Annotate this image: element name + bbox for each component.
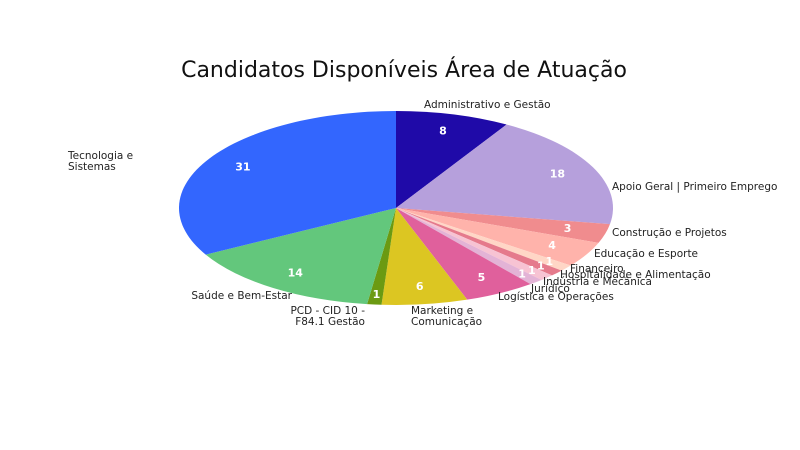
pie-slice xyxy=(396,208,562,276)
pie-slice xyxy=(396,208,571,271)
pie-slice xyxy=(396,124,613,225)
category-label: Construção e Projetos xyxy=(612,227,727,239)
value-label: 31 xyxy=(235,160,250,173)
category-label: Saúde e Bem-Estar xyxy=(191,290,292,302)
category-label: Tecnologia e Sistemas xyxy=(68,150,134,173)
chart-title: Candidatos Disponíveis Área de Atuação xyxy=(181,58,627,83)
value-label: 3 xyxy=(564,222,572,235)
category-label: Jurídico xyxy=(531,283,570,295)
pie-slice xyxy=(396,208,531,300)
pie-slice xyxy=(381,208,468,306)
pie-slice xyxy=(205,208,396,305)
pie-slice xyxy=(367,208,396,305)
pie-slice xyxy=(396,111,507,208)
value-label: 1 xyxy=(518,268,526,281)
category-label: Indústria e Mecânica xyxy=(543,276,652,288)
value-label: 8 xyxy=(439,124,447,137)
category-label: Apoio Geral | Primeiro Emprego xyxy=(612,181,778,193)
category-label: Logística e Operações xyxy=(498,291,614,303)
value-label: 1 xyxy=(545,255,553,268)
category-label: Administrativo e Gestão xyxy=(424,99,551,111)
value-label: 6 xyxy=(416,280,424,293)
category-label: Marketing e Comunicação xyxy=(411,305,483,328)
pie-slice xyxy=(396,208,599,266)
pie-slice xyxy=(396,208,552,280)
value-label: 1 xyxy=(537,260,545,273)
pie-slice xyxy=(396,208,542,285)
category-label: Hospitalidade e Alimentação xyxy=(560,269,711,281)
value-label: 18 xyxy=(550,168,565,181)
value-label: 5 xyxy=(478,271,486,284)
value-label: 4 xyxy=(548,239,556,252)
pie-slice xyxy=(178,111,396,255)
category-label: Educação e Esporte xyxy=(594,248,699,260)
pie-slice xyxy=(396,208,610,243)
value-label: 14 xyxy=(288,267,304,280)
value-label: 1 xyxy=(373,288,381,301)
category-label: Financeiro xyxy=(570,263,624,275)
category-label: PCD - CID 10 - F84.1 Gestão xyxy=(290,305,365,328)
value-label: 1 xyxy=(528,264,536,277)
